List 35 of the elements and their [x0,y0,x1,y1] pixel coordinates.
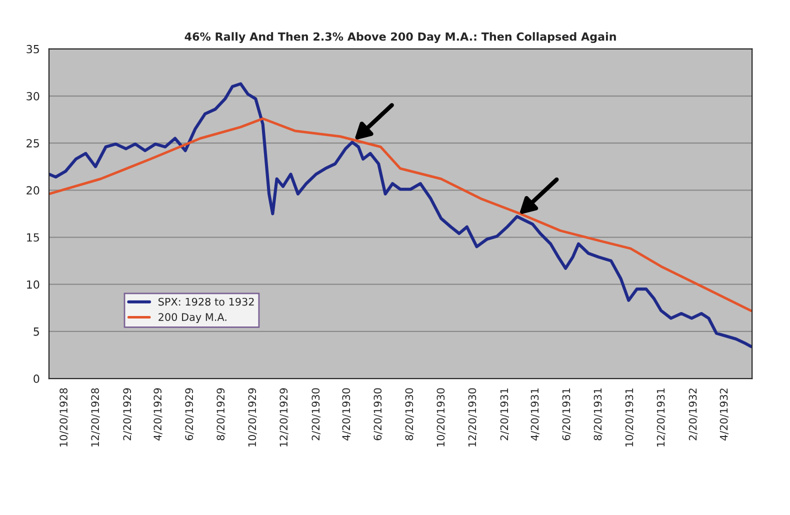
y-tick-label: 20 [26,186,40,195]
x-tick-label: 4/20/1929 [154,388,162,440]
x-tick-label: 12/20/1928 [91,388,100,446]
x-tick-label: 2/20/1930 [312,388,320,440]
x-tick-label: 6/20/1929 [185,388,194,440]
x-tick-label: 2/20/1931 [500,388,509,440]
legend-label: 200 Day M.A. [158,313,226,324]
y-tick-label: 0 [34,374,40,383]
x-tick-label: 10/20/1931 [625,388,634,446]
x-tick-label: 10/20/1928 [60,388,68,446]
y-tick-label: 10 [27,280,40,289]
x-tick-label: 4/20/1932 [720,388,729,440]
x-tick-label: 8/20/1930 [405,388,414,440]
x-tick-label: 12/20/1930 [468,388,477,446]
x-tick-label: 2/20/1932 [688,388,698,440]
line-series [48,82,752,348]
x-tick-label: 2/20/1929 [123,388,132,440]
x-tick-label: 4/20/1931 [530,388,540,440]
y-tick-label: 5 [34,328,39,336]
chart-title: 46% Rally And Then 2.3% Above 200 Day M.A.: Then Collapsed Again [184,32,616,43]
y-tick-label: 25 [26,139,39,148]
y-tick-label: 15 [27,233,39,242]
x-tick-label: 4/20/1930 [342,388,351,440]
x-tick-label: 6/20/1930 [374,388,382,440]
x-tick-label: 8/20/1931 [594,388,602,440]
y-tick-label: 30 [26,92,40,100]
x-tick-label: 10/20/1929 [248,388,257,446]
x-tick-label: 6/20/1931 [562,388,571,440]
line-series [48,117,752,312]
x-tick-label: 12/20/1931 [656,388,666,446]
x-tick-label: 10/20/1930 [436,388,446,446]
x-tick-label: 8/20/1929 [216,388,226,440]
x-tick-label: 12/20/1929 [280,388,288,446]
y-tick-label: 35 [26,44,39,54]
legend-label: SPX: 1928 to 1932 [158,298,254,306]
